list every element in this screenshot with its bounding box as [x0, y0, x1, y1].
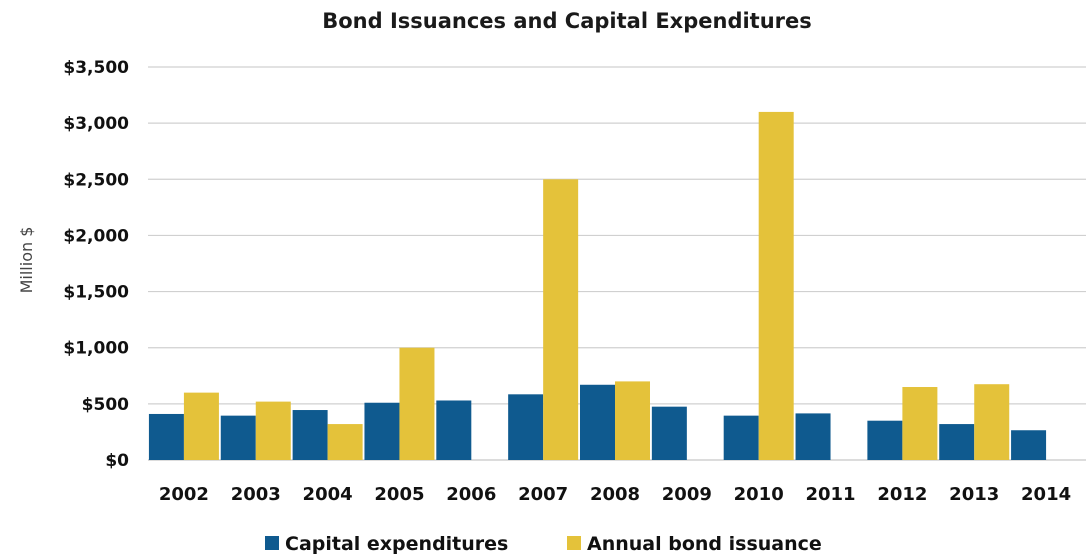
x-tick-label: 2003 [231, 484, 281, 505]
y-tick-label: $1,000 [63, 339, 129, 359]
bar-capital-expenditures [723, 415, 759, 460]
bar-annual-bond-issuance [974, 384, 1010, 460]
x-tick-label: 2011 [805, 484, 855, 505]
y-tick-label: $0 [105, 451, 129, 471]
bar-annual-bond-issuance [327, 424, 363, 460]
legend-swatch [567, 536, 581, 550]
x-tick-label: 2002 [159, 484, 209, 505]
x-tick-label: 2005 [374, 484, 424, 505]
x-tick-label: 2014 [1021, 484, 1071, 505]
chart-title: Bond Issuances and Capital Expenditures [322, 9, 812, 33]
y-axis-label: Million $ [17, 227, 36, 294]
y-tick-label: $3,000 [63, 114, 129, 134]
y-tick-label: $1,500 [63, 283, 129, 303]
x-tick-label: 2013 [949, 484, 999, 505]
bar-capital-expenditures [508, 394, 544, 460]
legend-swatch [265, 536, 279, 550]
bar-annual-bond-issuance [902, 387, 938, 460]
bar-capital-expenditures [651, 406, 687, 460]
bar-capital-expenditures [220, 415, 256, 460]
x-tick-label: 2012 [877, 484, 927, 505]
y-tick-label: $2,000 [63, 226, 129, 246]
y-tick-label: $500 [82, 395, 129, 415]
gridlines [148, 66, 1086, 461]
legend: Capital expenditures Annual bond issuance [265, 533, 822, 555]
x-tick-label: 2010 [734, 484, 784, 505]
bar-capital-expenditures [148, 413, 184, 460]
x-tick-label: 2008 [590, 484, 640, 505]
bar-capital-expenditures [364, 402, 400, 460]
bars [148, 111, 1047, 461]
bar-capital-expenditures [436, 400, 472, 460]
bar-annual-bond-issuance [399, 347, 435, 460]
y-axis-ticks: $0 $500 $1,000 $1,500 $2,000 $2,500 $3,000 $3,5… [63, 58, 129, 471]
bar-annual-bond-issuance [543, 179, 579, 461]
bar-annual-bond-issuance [255, 401, 291, 460]
x-tick-label: 2006 [446, 484, 496, 505]
legend-label: Capital expenditures [285, 533, 508, 555]
y-tick-label: $3,500 [63, 58, 129, 78]
x-tick-label: 2004 [303, 484, 353, 505]
x-tick-label: 2007 [518, 484, 568, 505]
bar-capital-expenditures [292, 410, 328, 460]
x-axis-ticks: 2002 2003 2004 2005 2006 2007 2008 2009 2010 2011… [159, 484, 1071, 505]
x-tick-label: 2009 [662, 484, 712, 505]
y-tick-label: $2,500 [63, 170, 129, 190]
bar-capital-expenditures [795, 413, 831, 460]
bar-annual-bond-issuance [615, 381, 650, 460]
bar-annual-bond-issuance [183, 392, 219, 460]
bar-annual-bond-issuance [758, 111, 794, 461]
bar-capital-expenditures [867, 420, 903, 460]
legend-label: Annual bond issuance [587, 533, 822, 555]
bar-capital-expenditures [1011, 430, 1047, 460]
bar-capital-expenditures [580, 384, 615, 460]
bar-capital-expenditures [939, 424, 975, 460]
